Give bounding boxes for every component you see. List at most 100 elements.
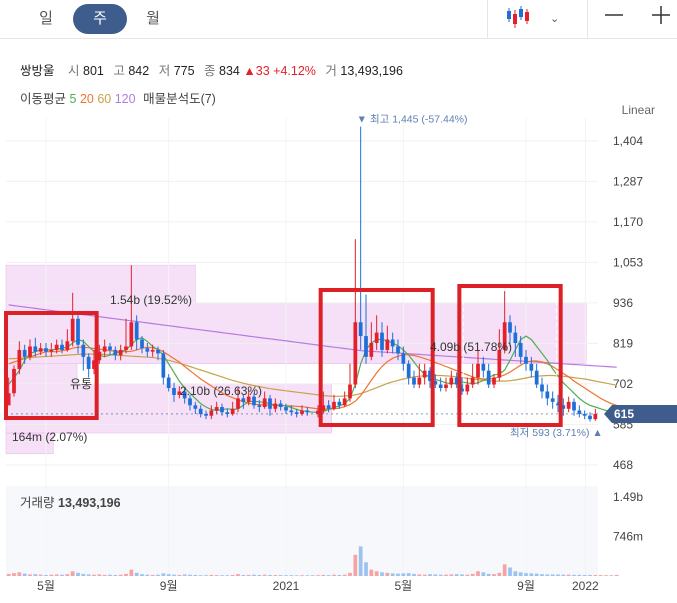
- volume-bar: [38, 574, 43, 576]
- volume-bar: [465, 574, 470, 576]
- volume-bar: [140, 574, 144, 576]
- candle-body: [182, 391, 187, 399]
- price-tick-label: 702: [613, 377, 633, 391]
- candle-body: [316, 410, 320, 414]
- minus-icon: [605, 14, 623, 16]
- candle-body: [513, 332, 518, 343]
- candle-body: [342, 398, 347, 406]
- volume-bar: [556, 574, 560, 576]
- volume-bar: [417, 574, 422, 576]
- volume-bar: [614, 574, 619, 576]
- candle-body: [198, 408, 203, 414]
- candle-body: [390, 339, 395, 347]
- ma-label: 이동평균: [20, 92, 67, 106]
- candle-body: [412, 377, 416, 385]
- candle-body: [481, 363, 486, 371]
- volume-title-label: 거래량: [20, 496, 55, 510]
- candle-body: [81, 344, 86, 357]
- volume-profile-value-label: 4.09b (51.78%): [430, 340, 512, 354]
- volume-bar: [102, 574, 107, 576]
- volume-bar: [566, 574, 571, 576]
- volume-bar: [284, 575, 288, 576]
- candle-body: [417, 377, 422, 385]
- candle-body: [534, 370, 539, 385]
- volume-bar: [76, 572, 80, 576]
- candle-body: [86, 356, 91, 369]
- zoom-out-button[interactable]: [604, 0, 624, 38]
- volume-bar: [321, 574, 326, 576]
- volume-bar: [476, 571, 480, 576]
- volume-bar: [209, 574, 214, 576]
- price-summary: 쌍방울 시 801 고 842 저 775 종 834 ▲33 +4.12% 거…: [20, 60, 403, 79]
- volume-bar: [513, 571, 518, 576]
- candle-body: [465, 384, 470, 392]
- volume-bar: [358, 546, 363, 576]
- candle-body: [289, 410, 294, 413]
- candle-body: [380, 332, 384, 350]
- candle-body: [193, 405, 198, 409]
- close-value: 834: [219, 64, 240, 78]
- volume-profile-value-label: 2.10b (26.63%): [180, 384, 262, 398]
- price-tick-label: 1,053: [613, 255, 643, 269]
- candle-body: [460, 384, 464, 392]
- volume-bar: [604, 575, 608, 576]
- candle-body: [278, 403, 283, 408]
- volume-bar: [278, 575, 283, 576]
- tab-monthly[interactable]: 월: [146, 10, 160, 27]
- chart-type-candle-button[interactable]: [503, 0, 533, 38]
- volume-bar: [97, 574, 102, 576]
- tab-daily[interactable]: 일: [39, 10, 53, 27]
- candle-body: [6, 393, 11, 406]
- moving-average-legend: 이동평균 5 20 60 120 매물분석도(7): [20, 88, 216, 107]
- candle-body: [161, 353, 166, 378]
- candle-body: [188, 398, 192, 406]
- volume-bar: [86, 574, 91, 576]
- high-annotation: ▼ 최고 1,445 (-57.44%): [357, 114, 468, 126]
- time-tick-label: 5월: [37, 579, 55, 593]
- candle-body: [140, 339, 144, 349]
- volume-bar: [289, 575, 294, 576]
- volume-profile-label[interactable]: 매물분석도(7): [143, 92, 216, 106]
- candle-body: [476, 363, 480, 378]
- candle-body: [326, 405, 331, 409]
- candle-body: [28, 346, 32, 357]
- time-tick-label: 9월: [517, 579, 535, 593]
- candle-body: [113, 349, 118, 356]
- volume-bar: [470, 573, 475, 576]
- volume-bar: [598, 575, 603, 576]
- scale-mode-toggle[interactable]: Linear: [621, 103, 655, 117]
- candle-body: [49, 349, 54, 352]
- volume-bar: [486, 573, 491, 576]
- zoom-in-button[interactable]: [651, 0, 671, 38]
- candle-body: [273, 403, 278, 409]
- candle-body: [385, 339, 390, 350]
- candle-body: [236, 398, 240, 409]
- volume-bar: [545, 574, 550, 576]
- tab-weekly[interactable]: 주: [73, 4, 127, 34]
- volume-bar: [204, 575, 208, 576]
- volume-bar: [380, 572, 384, 576]
- candle-body: [550, 398, 555, 402]
- chart-type-dropdown-button[interactable]: ⌄: [550, 0, 566, 38]
- change-value: ▲33: [243, 64, 270, 78]
- low-annotation: 최저 593 (3.71%) ▲: [510, 427, 603, 439]
- candle-body: [508, 322, 512, 333]
- volume-bar: [449, 574, 454, 576]
- volume-bar: [428, 574, 432, 576]
- candle-body: [332, 401, 336, 409]
- candle-body: [577, 410, 582, 414]
- candle-body: [252, 396, 256, 406]
- candle-body: [102, 346, 107, 352]
- candle-body: [60, 344, 64, 350]
- volume-bar: [492, 574, 496, 576]
- volume-bar: [385, 572, 390, 576]
- volume-bar: [118, 574, 123, 576]
- chevron-down-icon: ⌄: [550, 13, 560, 25]
- volume-bar: [316, 575, 320, 576]
- candle-body: [353, 322, 358, 385]
- volume-bar: [198, 575, 203, 576]
- volume-bar: [54, 574, 59, 576]
- candle-body: [572, 401, 576, 411]
- candle-body: [374, 332, 379, 343]
